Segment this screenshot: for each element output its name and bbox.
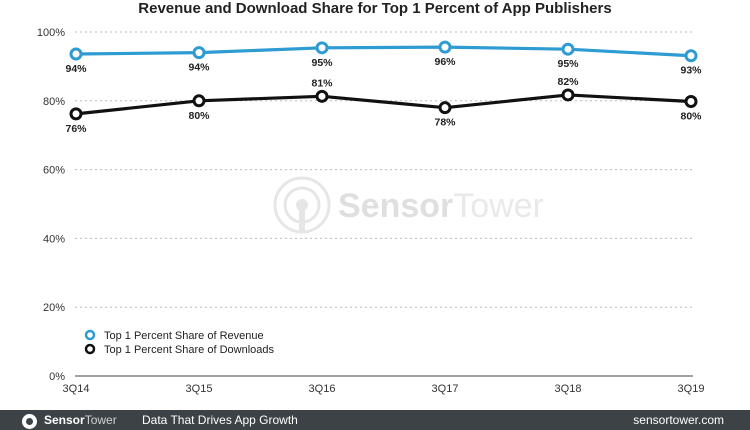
data-point <box>192 46 206 60</box>
x-tick-label: 3Q15 <box>186 383 213 395</box>
data-point <box>192 94 206 108</box>
y-tick-label: 20% <box>43 302 65 314</box>
footer-tagline: Data That Drives App Growth <box>142 413 298 427</box>
y-tick-label: 40% <box>43 233 65 245</box>
line-chart: SensorTower 0% 20% 40% 60% 80% 100% 3Q14 3Q15 3Q… <box>37 27 705 395</box>
data-point <box>684 94 698 108</box>
data-label: 95% <box>311 57 333 69</box>
legend-label: Top 1 Percent Share of Downloads <box>104 344 274 356</box>
y-tick-label: 60% <box>43 165 65 177</box>
legend-marker <box>84 343 96 355</box>
x-tick-label: 3Q18 <box>555 383 582 395</box>
series-line-revenue <box>74 45 693 58</box>
footer-website-link[interactable]: sensortower.com <box>633 413 724 427</box>
x-tick-label: 3Q17 <box>432 383 459 395</box>
x-tick-label: 3Q19 <box>678 383 705 395</box>
data-label: 76% <box>65 123 87 135</box>
data-label: 93% <box>680 65 702 77</box>
y-tick-label: 0% <box>49 371 65 383</box>
data-label: 96% <box>434 56 456 68</box>
footer-bar: SensorTower Data That Drives App Growth … <box>0 410 750 430</box>
data-label: 94% <box>65 63 87 75</box>
data-point <box>315 89 329 103</box>
data-label: 78% <box>434 117 456 129</box>
data-label: 80% <box>188 110 210 122</box>
data-point <box>438 40 452 54</box>
data-point <box>684 49 698 63</box>
series-line-downloads <box>74 93 693 116</box>
footer-brand: SensorTower <box>44 413 117 427</box>
data-point <box>438 101 452 115</box>
x-tick-label: 3Q16 <box>309 383 336 395</box>
watermark-text: SensorTower <box>338 187 544 225</box>
data-point <box>69 107 83 121</box>
data-label: 94% <box>188 62 210 74</box>
y-tick-label: 80% <box>43 96 65 108</box>
legend-marker <box>84 329 96 341</box>
data-label: 82% <box>557 76 579 88</box>
data-label: 95% <box>557 58 579 70</box>
x-tick-label: 3Q14 <box>63 383 90 395</box>
data-label: 81% <box>311 77 333 89</box>
data-label: 80% <box>680 110 702 122</box>
sensortower-logo-icon <box>22 414 37 429</box>
y-tick-label: 100% <box>37 27 65 39</box>
legend-label: Top 1 Percent Share of Revenue <box>104 330 264 342</box>
data-point <box>561 42 575 56</box>
data-point <box>315 41 329 55</box>
chart-title: Revenue and Download Share for Top 1 Per… <box>138 0 612 17</box>
data-point <box>561 88 575 102</box>
data-point <box>69 47 83 61</box>
sensortower-logo-icon <box>273 176 331 234</box>
sensortower-watermark: SensorTower <box>273 176 544 234</box>
